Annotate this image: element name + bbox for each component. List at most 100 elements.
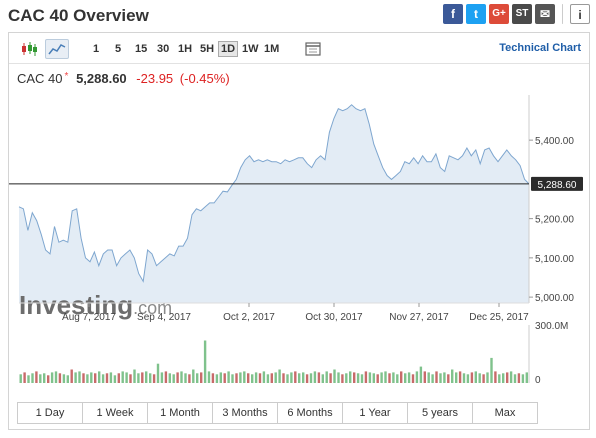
- price-chart[interactable]: Investing .com 5,000.00 5,100.00 5,200.00 5…: [9, 93, 589, 399]
- volume-min-label: 0: [535, 375, 541, 386]
- last-price-tag: [531, 176, 583, 191]
- volume-bar: [101, 374, 105, 383]
- last-price-tag-label: 5,288.60: [538, 180, 577, 191]
- price-change-percent: (-0.45%): [179, 71, 230, 86]
- volume-bar: [474, 371, 477, 383]
- range-5-years[interactable]: 5 years: [408, 403, 473, 423]
- y-tick-label: 5,100.00: [535, 254, 574, 265]
- volume-bar: [396, 374, 399, 383]
- volume-bar: [227, 371, 230, 383]
- volume-bar: [360, 374, 364, 383]
- volume-bar: [82, 373, 85, 383]
- range-max[interactable]: Max: [494, 407, 516, 419]
- volume-bar: [341, 374, 344, 383]
- volume-bar: [200, 372, 203, 383]
- timeframe-1w[interactable]: 1W: [242, 43, 259, 55]
- volume-bar: [321, 374, 324, 383]
- volume-bar: [31, 373, 34, 383]
- range-1-year[interactable]: 1 Year: [343, 403, 408, 423]
- volume-bar: [160, 372, 164, 383]
- calendar-icon[interactable]: [301, 39, 325, 59]
- volume-bar: [125, 372, 128, 383]
- volume-bar: [380, 372, 383, 383]
- volume-bar: [431, 374, 434, 383]
- facebook-icon[interactable]: f: [443, 4, 463, 24]
- volume-bar: [78, 371, 81, 383]
- volume-bar: [50, 372, 54, 383]
- timeframe-1d[interactable]: 1D: [218, 41, 239, 57]
- volume-bar: [439, 373, 442, 383]
- volume-bar: [270, 373, 273, 383]
- volume-bar: [243, 371, 246, 383]
- volume-bar: [466, 374, 470, 383]
- volume-bar: [149, 373, 152, 383]
- range-1-week[interactable]: 1 Week: [83, 403, 148, 423]
- volume-bar: [368, 372, 372, 383]
- volume-bar: [290, 372, 293, 383]
- volume-bar: [502, 373, 505, 383]
- timeframe-1m[interactable]: 1: [93, 43, 100, 55]
- email-icon[interactable]: ✉: [535, 4, 555, 24]
- volume-bar: [86, 374, 89, 383]
- volume-bar: [364, 371, 368, 383]
- info-icon[interactable]: i: [570, 4, 590, 24]
- timeframe-30m[interactable]: 30: [157, 43, 170, 55]
- range-1-day[interactable]: 1 Day: [18, 403, 83, 423]
- volume-bar: [427, 372, 430, 383]
- volume-bar: [305, 374, 309, 383]
- volume-bar: [192, 369, 195, 383]
- volume-bar: [498, 374, 501, 383]
- price-change: -23.95: [136, 71, 174, 86]
- range-6-months[interactable]: 6 Months: [278, 403, 343, 423]
- volume-bar: [74, 372, 77, 383]
- volume-bar: [506, 372, 509, 383]
- last-price: 5,288.60: [76, 71, 127, 86]
- volume-bar: [164, 371, 168, 383]
- timeframe-1h[interactable]: 1H: [178, 43, 193, 55]
- twitter-icon[interactable]: t: [466, 4, 486, 24]
- volume-bar: [462, 373, 466, 383]
- volume-bar: [325, 371, 328, 383]
- candlestick-icon[interactable]: [17, 39, 41, 59]
- timeframe-15m[interactable]: 15: [135, 43, 148, 55]
- timeframe-5m[interactable]: 5: [115, 43, 122, 55]
- volume-bar: [223, 373, 226, 383]
- price-series-line: [18, 104, 530, 283]
- timeframe-1mo[interactable]: 1M: [264, 43, 280, 55]
- technical-chart-link[interactable]: Technical Chart: [499, 42, 581, 54]
- volume-bar: [133, 369, 136, 383]
- volume-bar: [98, 371, 101, 383]
- area-chart-icon[interactable]: [45, 39, 69, 59]
- range-3-months[interactable]: 3 Months: [213, 403, 278, 423]
- volume-bar: [494, 371, 497, 383]
- volume-bar: [458, 371, 462, 383]
- stocktwits-icon[interactable]: ST: [512, 4, 532, 24]
- volume-bar: [353, 372, 356, 383]
- volume-bar: [372, 373, 375, 383]
- volume-bar: [356, 373, 360, 383]
- volume-bar: [39, 374, 42, 383]
- volume-bar: [490, 357, 493, 383]
- quote-line: CAC 40 * 5,288.60 -23.95 (-0.45%): [17, 71, 230, 86]
- volume-bar: [156, 363, 160, 383]
- volume-bar: [176, 372, 179, 383]
- volume-bar: [478, 373, 481, 383]
- volume-bar: [58, 373, 62, 383]
- volume-bar: [266, 374, 270, 383]
- price-area: [19, 104, 529, 303]
- y-tick-label: 5,000.00: [535, 293, 574, 304]
- volume-bar: [117, 373, 120, 383]
- google-plus-icon[interactable]: G+: [489, 4, 509, 24]
- volume-bar: [90, 372, 93, 383]
- timeframe-5h[interactable]: 5H: [200, 43, 215, 55]
- volume-bar: [411, 374, 415, 383]
- range-selector: 1 Day 1 Week 1 Month 3 Months 6 Months 1…: [17, 402, 538, 424]
- volume-bar: [184, 373, 187, 383]
- volume-bar: [286, 374, 289, 383]
- range-1-month[interactable]: 1 Month: [148, 403, 213, 423]
- volume-bar: [235, 373, 238, 383]
- volume-bar: [298, 373, 301, 383]
- volume-bar: [152, 374, 156, 383]
- volume-bar: [19, 374, 22, 383]
- volume-bar: [196, 373, 199, 383]
